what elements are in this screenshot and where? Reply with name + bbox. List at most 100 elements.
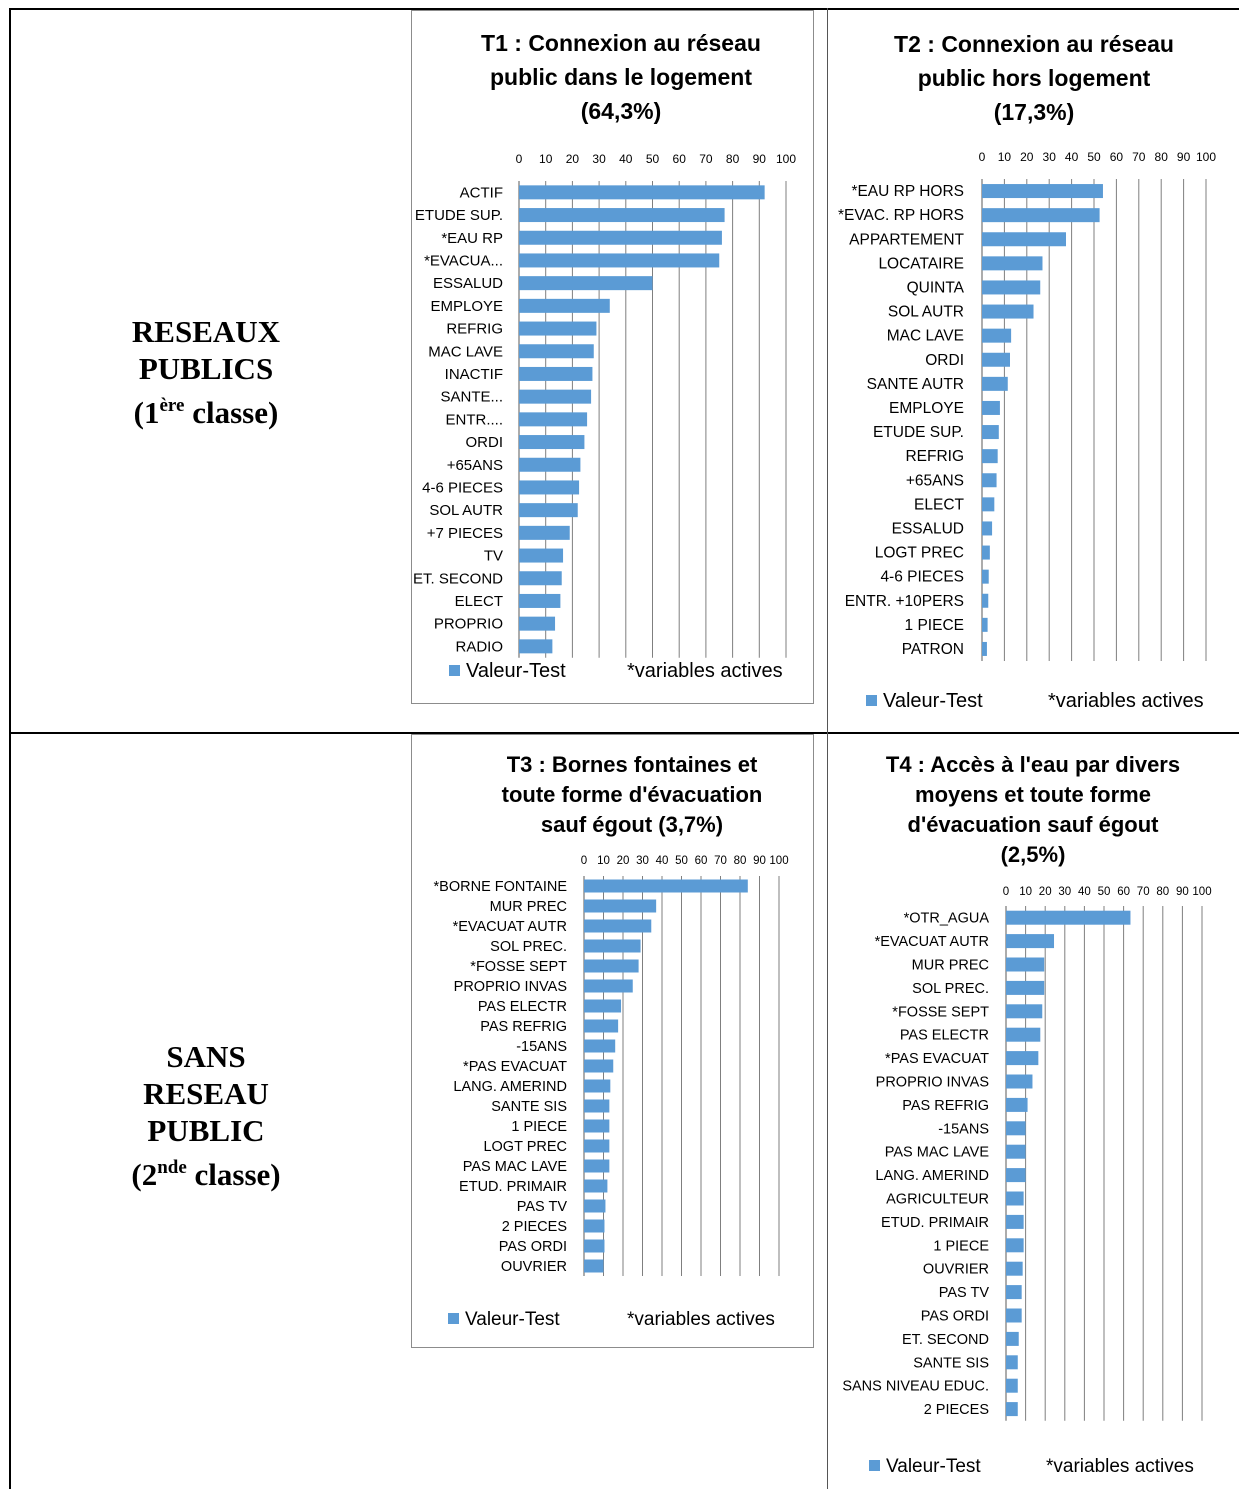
category-label: *OTR_AGUA [904,911,990,927]
category-label: *PAS EVACUAT [463,1059,567,1075]
category-label: *EAU RP HORS [851,183,964,200]
bar [584,919,652,933]
bar [584,1219,605,1233]
bar [584,979,633,993]
bar [519,503,578,518]
tick-label: 90 [753,152,767,166]
bar [982,232,1066,247]
category-label: 1 PIECE [511,1119,567,1135]
chart-title-line: (64,3%) [581,98,662,124]
category-label: REFRIG [446,321,503,338]
bar [982,256,1043,271]
category-label: LOCATAIRE [878,255,964,272]
bar [1006,1027,1041,1042]
category-label: ORDI [466,434,504,451]
bar [982,641,987,656]
category-label: PAS REFRIG [902,1098,989,1114]
category-label: ELECT [914,496,964,513]
bar [584,1019,619,1033]
bar [519,208,725,223]
class-number: 1 [144,395,160,430]
category-label: MAC LAVE [887,328,964,345]
bar [982,400,1000,415]
tick-label: 90 [1176,886,1189,898]
bar [584,1239,605,1253]
tick-label: 80 [726,152,740,166]
legend-swatch [866,695,877,706]
category-label: PAS ORDI [499,1239,567,1255]
tick-label: 70 [1132,150,1146,164]
bar [519,571,562,586]
bar [1006,1004,1043,1019]
bar [584,1059,614,1073]
tick-label: 100 [1196,150,1216,164]
bar [584,1079,611,1093]
legend-label: Valeur-Test [466,660,566,682]
legend-note: *variables actives [1048,690,1204,712]
bar [519,276,653,291]
category-label: SOL AUTR [888,304,964,321]
bar [519,525,570,540]
bar [982,521,993,536]
category-label: PROPRIO [434,616,503,633]
category-label: PAS MAC LAVE [885,1145,990,1161]
bar [982,304,1034,319]
category-label: ENTR.... [445,411,503,428]
category-label: +65ANS [906,472,964,489]
chart-t4: T4 : Accès à l'eau par divers moyens et t… [829,734,1229,1486]
bar [519,639,553,654]
category-label: PAS TV [517,1199,568,1215]
chart-t2: T2 : Connexion au réseau public hors loge… [829,10,1229,730]
tick-label: 0 [581,855,587,867]
bar [519,253,720,268]
bar [1006,1261,1023,1276]
bar [584,999,622,1013]
bar [982,352,1010,367]
category-label: ETUDE SUP. [873,424,964,441]
bar [584,1139,610,1153]
category-label: ELECT [455,593,503,610]
category-label: RADIO [455,638,503,655]
bar [584,1099,610,1113]
category-label: ETUD. PRIMAIR [881,1215,989,1231]
bar [1006,957,1045,972]
bar [584,1159,610,1173]
bar [1006,1378,1018,1393]
bar [519,298,610,313]
tick-label: 30 [1058,886,1071,898]
category-label: SANS NIVEAU EDUC. [842,1379,989,1395]
tick-label: 40 [1078,886,1091,898]
chart-t1: T1 : Connexion au réseau public dans le l… [411,10,814,704]
bar [1006,1308,1022,1323]
tick-label: 20 [566,152,580,166]
category-label: -15ANS [516,1039,567,1055]
category-label: EMPLOYE [430,298,503,315]
category-label: SOL AUTR [429,502,503,519]
bar [519,593,561,608]
bar [1006,1168,1026,1183]
table-column-divider [827,8,828,1489]
bar [1006,1051,1039,1066]
bar [1006,1191,1024,1206]
category-label: EMPLOYE [889,400,964,417]
category-label: SANTE AUTR [867,376,964,393]
category-label: 1 PIECE [933,1238,989,1254]
tick-label: 90 [753,855,766,867]
legend-swatch [448,1313,459,1324]
bar [982,569,989,584]
category-label: 2 PIECES [924,1402,989,1418]
tick-label: 20 [1039,886,1052,898]
bar [1006,1331,1019,1346]
category-label: ET. SECOND [413,570,503,587]
table-row-divider [9,732,1239,734]
tick-label: 80 [1155,150,1169,164]
bar [982,449,998,464]
bar [982,280,1041,295]
bar [1006,1238,1024,1253]
bar [519,230,722,245]
class-word: classe [192,395,268,430]
table-border-top [9,8,1239,10]
tick-label: 0 [516,152,523,166]
tick-label: 40 [1065,150,1079,164]
bar [1006,1214,1024,1229]
